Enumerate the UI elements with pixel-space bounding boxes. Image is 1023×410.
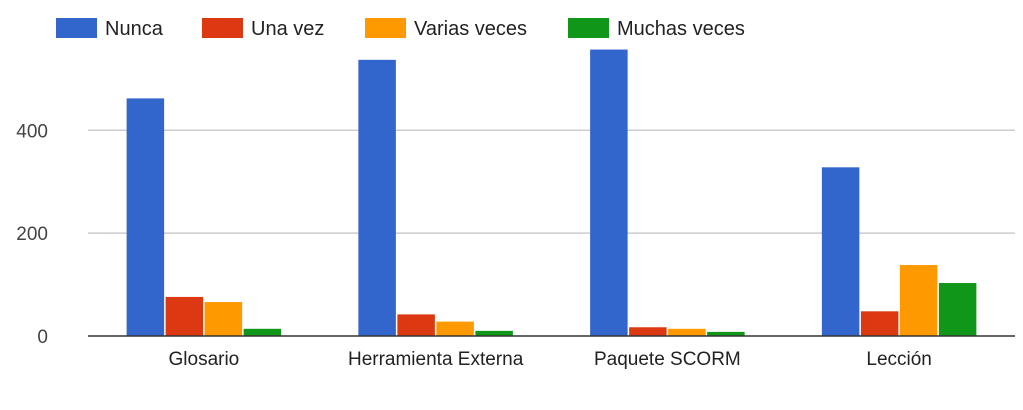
category-label: Herramienta Externa	[348, 349, 524, 370]
bar-glosario-una-vez	[165, 296, 204, 336]
bar-lección-muchas-veces	[938, 283, 977, 336]
legend-item: Muchas veces	[568, 18, 745, 40]
gridlines	[88, 129, 1015, 234]
legend-item: Varias veces	[365, 18, 527, 40]
bar-herramienta-externa-varias-veces	[436, 321, 474, 336]
legend-label: Una vez	[251, 18, 324, 40]
legend-swatch	[365, 18, 406, 38]
bar-lección-varias-veces	[899, 265, 938, 336]
bar-paquete-scorm-nunca	[590, 49, 628, 337]
legend: Nunca Una vez Varias veces Muchas veces	[56, 18, 745, 40]
bar-glosario-nunca	[126, 98, 165, 337]
category-label: Paquete SCORM	[594, 349, 741, 370]
legend-label: Nunca	[105, 18, 164, 40]
legend-swatch	[568, 18, 609, 38]
legend-swatch	[202, 18, 243, 38]
legend-label: Varias veces	[414, 18, 527, 40]
legend-item: Nunca	[56, 18, 164, 40]
bar-glosario-varias-veces	[204, 302, 243, 336]
bars	[126, 49, 977, 337]
bar-herramienta-externa-muchas-veces	[475, 330, 513, 336]
bar-paquete-scorm-varias-veces	[668, 328, 706, 336]
bar-herramienta-externa-una-vez	[397, 314, 435, 336]
legend-item: Una vez	[202, 18, 324, 40]
bar-paquete-scorm-muchas-veces	[707, 331, 745, 336]
y-tick-label: 0	[37, 327, 48, 348]
category-label: Glosario	[169, 349, 240, 370]
legend-label: Muchas veces	[617, 18, 745, 40]
bar-lección-una-vez	[860, 311, 899, 336]
category-labels: Glosario Herramienta Externa Paquete SCORM…	[169, 349, 932, 370]
legend-swatch	[56, 18, 97, 38]
bar-lección-nunca	[821, 167, 860, 336]
category-label: Lección	[866, 349, 932, 370]
bar-glosario-muchas-veces	[243, 328, 282, 336]
y-tick-label: 400	[16, 121, 48, 142]
y-axis-ticks: 0 200 400	[16, 121, 48, 348]
bar-paquete-scorm-una-vez	[629, 327, 667, 336]
y-tick-label: 200	[16, 224, 48, 245]
bar-herramienta-externa-nunca	[358, 59, 396, 336]
